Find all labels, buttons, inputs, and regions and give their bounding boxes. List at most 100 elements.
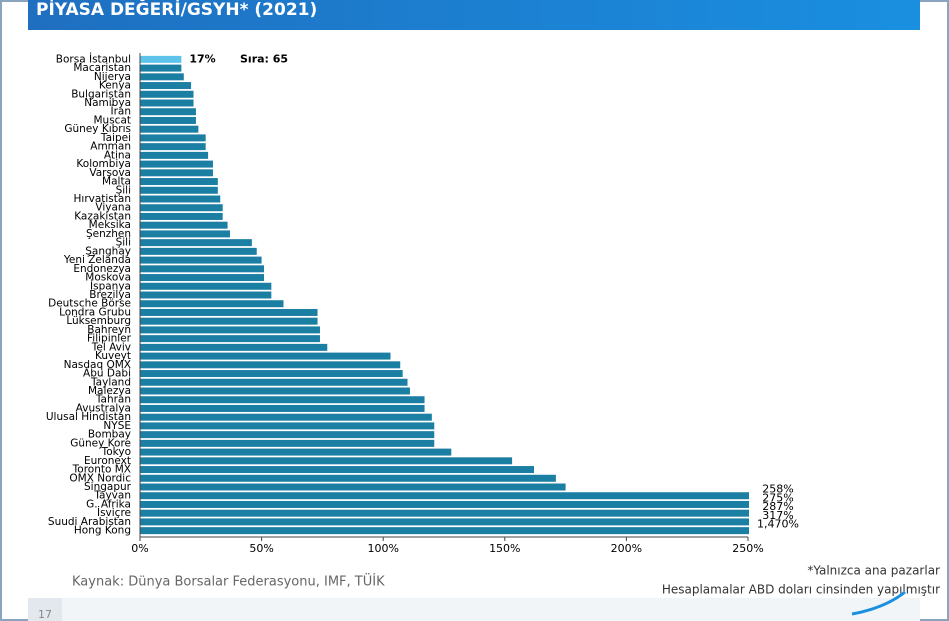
y-tick-label: Namibya xyxy=(84,97,131,109)
bar xyxy=(140,274,265,282)
y-tick-label: Varşova xyxy=(89,167,131,179)
bar xyxy=(140,221,228,229)
value-label: 275% xyxy=(762,491,793,504)
bar xyxy=(140,308,318,316)
y-tick-label: Tahran xyxy=(95,394,131,406)
bar xyxy=(140,474,556,482)
value-label: 1,470% xyxy=(757,518,799,531)
y-tick-label: NYSE xyxy=(103,420,131,432)
y-tick-label: Meksika xyxy=(89,219,131,231)
page-box xyxy=(28,598,62,621)
y-tick-label: Bombay xyxy=(88,429,131,441)
y-tick-label: Amman xyxy=(90,141,131,153)
y-tick-label: Kazakistan xyxy=(74,210,131,222)
y-tick-label: Tokyo xyxy=(101,446,131,458)
x-tick-label: 250% xyxy=(732,542,763,555)
x-tick-label: 100% xyxy=(367,542,398,555)
x-tick-label: 150% xyxy=(489,542,520,555)
bar xyxy=(140,160,213,168)
bar xyxy=(140,500,749,508)
y-tick-label: Euronext xyxy=(84,455,131,467)
y-tick-label: Lüksemburg xyxy=(66,315,131,327)
bar xyxy=(140,509,749,517)
y-tick-label: Ulusal Hindistan xyxy=(46,411,131,423)
bar xyxy=(140,492,749,500)
bar xyxy=(140,370,403,378)
bar xyxy=(140,125,199,133)
y-tick-label: İspanya xyxy=(90,279,131,292)
bar xyxy=(140,439,435,447)
bar xyxy=(140,352,391,360)
bar xyxy=(140,431,435,439)
x-tick-label: 50% xyxy=(249,542,273,555)
y-tick-label: Güney Kıbrıs xyxy=(64,123,131,135)
y-tick-label: Deutsche Börse xyxy=(48,298,131,310)
bar xyxy=(140,335,320,343)
y-tick-label: Viyana xyxy=(95,202,131,214)
bar xyxy=(140,90,194,98)
bar xyxy=(140,143,206,151)
value-label: 258% xyxy=(762,483,793,496)
y-tick-label: Malezya xyxy=(88,385,131,397)
y-tick-label: Şili xyxy=(116,237,131,249)
bar xyxy=(140,265,265,273)
bar xyxy=(140,326,320,334)
bar xyxy=(140,195,221,203)
y-tick-label: Atina xyxy=(104,149,131,161)
header-title: PİYASA DEĞERİ/GSYH* (2021) xyxy=(36,0,317,20)
y-tick-label: Londra Grubu xyxy=(59,306,131,318)
bar xyxy=(140,404,425,412)
bar xyxy=(140,422,435,430)
source: Kaynak: Dünya Borsalar Federasyonu, IMF,… xyxy=(72,573,385,590)
bar xyxy=(140,178,218,186)
bar xyxy=(140,134,206,142)
y-tick-label: Şanghay xyxy=(85,245,131,257)
y-tick-label: Suudi Arabistan xyxy=(48,516,131,528)
y-tick-label: Tayvan xyxy=(93,490,131,502)
y-tick-label: Singapur xyxy=(84,481,132,493)
bar xyxy=(140,82,192,90)
bar xyxy=(140,387,410,395)
footer-strip xyxy=(28,598,920,621)
bar xyxy=(140,413,432,421)
bar xyxy=(140,361,401,369)
y-tick-label: Şenzhen xyxy=(86,228,131,240)
bar xyxy=(140,483,566,491)
bar xyxy=(140,256,262,264)
bar xyxy=(140,108,196,116)
y-tick-label: Kuveyt xyxy=(95,350,131,362)
bar xyxy=(140,116,196,124)
bar xyxy=(140,230,230,238)
y-tick-label: Brezilya xyxy=(89,289,131,301)
bar xyxy=(140,55,182,63)
y-tick-label: Bahreyn xyxy=(87,324,131,336)
bar xyxy=(140,378,408,386)
note: *Yalnızca ana pazarlar xyxy=(807,564,940,578)
bar xyxy=(140,239,252,247)
x-tick-label: 0% xyxy=(131,542,148,555)
bar xyxy=(140,64,182,72)
value-label: 17% xyxy=(189,52,215,65)
y-tick-label: Bulgaristan xyxy=(71,88,131,100)
y-tick-label: Tayland xyxy=(90,376,131,388)
y-tick-label: Kolombiya xyxy=(76,158,131,170)
bar xyxy=(140,317,318,325)
y-tick-label: Şili xyxy=(116,184,131,196)
y-tick-label: Güney Kore xyxy=(70,437,131,449)
bar xyxy=(140,169,213,177)
annotation: Sıra: 65 xyxy=(240,52,288,65)
y-tick-label: Nasdaq OMX xyxy=(64,359,131,371)
value-label: 287% xyxy=(762,500,793,513)
y-tick-label: Muscat xyxy=(93,114,131,126)
bar xyxy=(140,282,272,290)
y-tick-label: Macaristan xyxy=(73,62,131,74)
bar xyxy=(140,466,534,474)
x-tick-label: 200% xyxy=(611,542,642,555)
page-number: 17 xyxy=(38,608,52,621)
bar xyxy=(140,291,272,299)
bar xyxy=(140,396,425,404)
note: Hesaplamalar ABD doları cinsinden yapılm… xyxy=(662,583,940,597)
y-tick-label: Endonezya xyxy=(73,263,131,275)
y-tick-label: Moskova xyxy=(85,272,131,284)
